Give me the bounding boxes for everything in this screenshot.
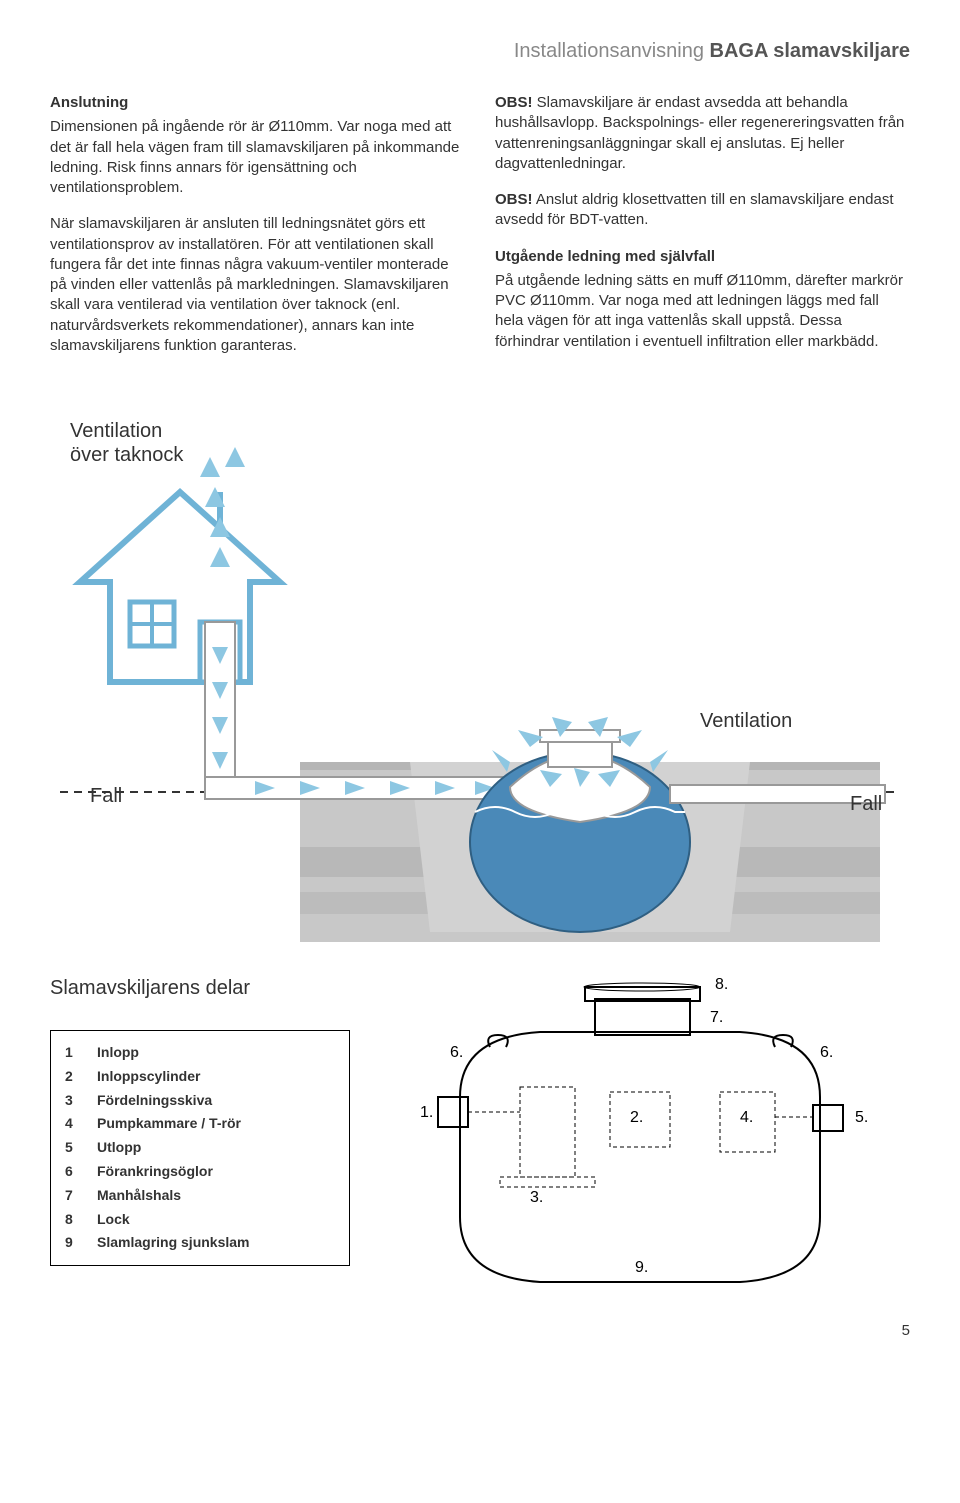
tank-outline <box>460 1032 820 1282</box>
left-p2: När slamavskiljaren är ansluten till led… <box>50 214 465 356</box>
obs-2: OBS! <box>495 191 533 208</box>
svg-text:5.: 5. <box>855 1109 868 1126</box>
vent-arrows-up <box>200 447 245 567</box>
right-p2-text: Anslut aldrig klosettvatten till en slam… <box>495 191 894 228</box>
internal-parts <box>468 1087 813 1187</box>
label-fall-left: Fall <box>90 785 122 807</box>
left-p1: Dimensionen på ingående rör är Ø110mm. V… <box>50 117 465 198</box>
obs-1: OBS! <box>495 94 533 111</box>
svg-text:3.: 3. <box>530 1189 543 1206</box>
parts-row: 2Inloppscylinder <box>65 1065 335 1089</box>
svg-text:8.: 8. <box>715 977 728 993</box>
parts-row: 8Lock <box>65 1208 335 1232</box>
right-p2: OBS! Anslut aldrig klosettvatten till en… <box>495 190 910 231</box>
svg-text:2.: 2. <box>630 1109 643 1126</box>
label-ventilation: Ventilation <box>700 710 792 732</box>
svg-text:1.: 1. <box>420 1104 433 1121</box>
svg-text:4.: 4. <box>740 1109 753 1126</box>
parts-table: 1Inlopp 2Inloppscylinder 3Fördelningsski… <box>50 1030 350 1266</box>
parts-row: 1Inlopp <box>65 1041 335 1065</box>
label-fall-right: Fall <box>850 793 882 815</box>
svg-text:7.: 7. <box>710 1009 723 1026</box>
installation-diagram: Ventilation över taknock <box>50 392 910 957</box>
label-vent-taknock-1: Ventilation över taknock <box>70 420 184 466</box>
parts-row: 7Manhålshals <box>65 1184 335 1208</box>
page-header: Installationsanvisning BAGA slamavskilja… <box>50 40 910 63</box>
left-column: Anslutning Dimensionen på ingående rör ä… <box>50 93 465 372</box>
page-number: 5 <box>50 1322 910 1339</box>
right-column: OBS! Slamavskiljare är endast avsedda at… <box>495 93 910 372</box>
callout-numbers: 1. 2. 3. 4. 5. 6. 6. 7. 8. 9. <box>420 977 868 1276</box>
header-bold: BAGA slamavskiljare <box>710 40 910 62</box>
tank-neck <box>595 999 690 1035</box>
parts-row: 6Förankringsöglor <box>65 1160 335 1184</box>
right-p1-text: Slamavskiljare är endast avsedda att beh… <box>495 94 904 172</box>
anslutning-heading: Anslutning <box>50 93 465 113</box>
utgaende-heading: Utgående ledning med självfall <box>495 247 910 267</box>
parts-left: Slamavskiljarens delar 1Inlopp 2Inloppsc… <box>50 977 350 1266</box>
house-icon <box>80 492 280 682</box>
parts-row: 4Pumpkammare / T-rör <box>65 1112 335 1136</box>
right-p3: På utgående ledning sätts en muff Ø110mm… <box>495 271 910 352</box>
svg-text:9.: 9. <box>635 1259 648 1276</box>
parts-row: 3Fördelningsskiva <box>65 1089 335 1113</box>
svg-text:6.: 6. <box>450 1044 463 1061</box>
parts-row: 9Slamlagring sjunkslam <box>65 1231 335 1255</box>
parts-section: Slamavskiljarens delar 1Inlopp 2Inloppsc… <box>50 977 910 1302</box>
parts-row: 5Utlopp <box>65 1136 335 1160</box>
header-light: Installationsanvisning <box>514 40 704 62</box>
inlet-icon <box>438 1097 468 1127</box>
svg-text:6.: 6. <box>820 1044 833 1061</box>
tank-cutaway-diagram: 1. 2. 3. 4. 5. 6. 6. 7. 8. 9. <box>380 977 900 1302</box>
outlet-icon <box>813 1105 843 1131</box>
right-p1: OBS! Slamavskiljare är endast avsedda at… <box>495 93 910 174</box>
body-columns: Anslutning Dimensionen på ingående rör ä… <box>50 93 910 372</box>
parts-heading: Slamavskiljarens delar <box>50 977 350 1000</box>
